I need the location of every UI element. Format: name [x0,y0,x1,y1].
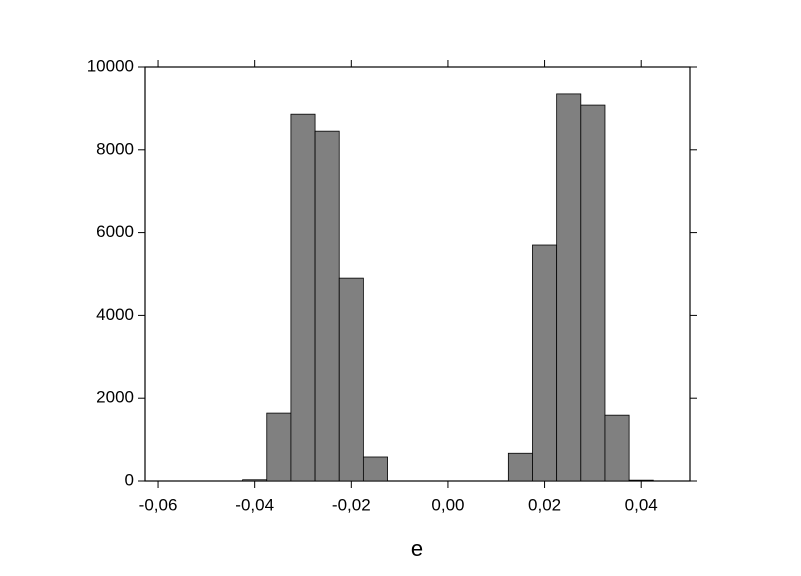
bar [290,113,316,482]
bar [314,130,340,482]
y-tick-label: 6000 [96,222,134,241]
x-tick-label: 0,00 [431,495,464,514]
bar [556,93,582,482]
x-tick-label: 0,02 [528,495,561,514]
bar [242,479,268,482]
plot-frame [144,66,691,482]
x-tick-label: -0,06 [139,495,178,514]
x-axis-label: e [411,536,423,561]
bar [362,456,388,482]
bar [338,277,364,482]
y-tick-label: 8000 [96,139,134,158]
bar [532,244,558,482]
bar [266,412,292,482]
bar [507,452,533,482]
x-tick-label: -0,04 [235,495,274,514]
y-tick-label: 10000 [87,56,134,75]
bar [628,479,654,482]
bar [580,104,606,482]
x-tick-label: 0,04 [625,495,658,514]
y-tick-label: 2000 [96,388,134,407]
bar [604,414,630,482]
x-tick-label: -0,02 [332,495,371,514]
y-tick-label: 4000 [96,305,134,324]
y-tick-label: 0 [125,470,134,489]
